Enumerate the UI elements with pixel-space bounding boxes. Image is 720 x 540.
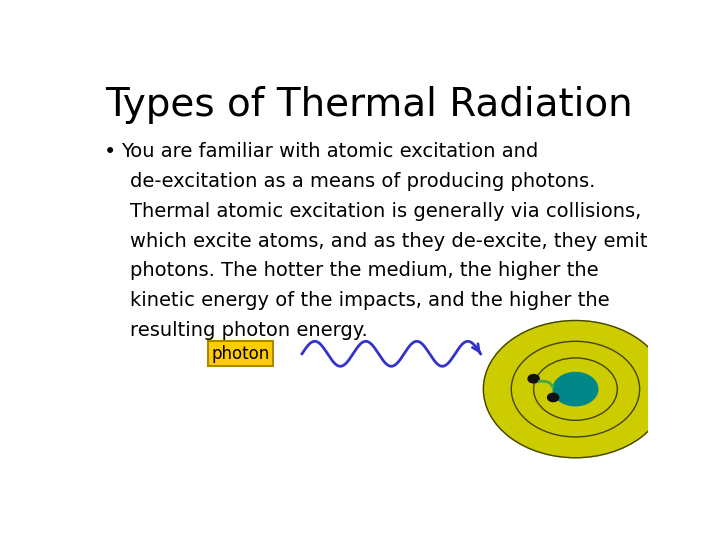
Circle shape xyxy=(553,373,598,406)
Circle shape xyxy=(528,375,539,383)
Text: You are familiar with atomic excitation and: You are familiar with atomic excitation … xyxy=(121,141,538,161)
Text: photon: photon xyxy=(212,345,270,363)
Text: resulting photon energy.: resulting photon energy. xyxy=(130,321,368,340)
Text: de-excitation as a means of producing photons.: de-excitation as a means of producing ph… xyxy=(130,172,595,191)
Text: kinetic energy of the impacts, and the higher the: kinetic energy of the impacts, and the h… xyxy=(130,292,610,310)
Text: •: • xyxy=(104,141,116,161)
Circle shape xyxy=(547,393,559,402)
Text: which excite atoms, and as they de-excite, they emit: which excite atoms, and as they de-excit… xyxy=(130,232,648,251)
Text: Types of Thermal Radiation: Types of Thermal Radiation xyxy=(105,85,633,124)
Text: photons. The hotter the medium, the higher the: photons. The hotter the medium, the high… xyxy=(130,261,599,280)
Text: Thermal atomic excitation is generally via collisions,: Thermal atomic excitation is generally v… xyxy=(130,201,642,221)
FancyBboxPatch shape xyxy=(208,341,273,367)
Circle shape xyxy=(483,321,667,458)
FancyArrowPatch shape xyxy=(539,381,553,387)
